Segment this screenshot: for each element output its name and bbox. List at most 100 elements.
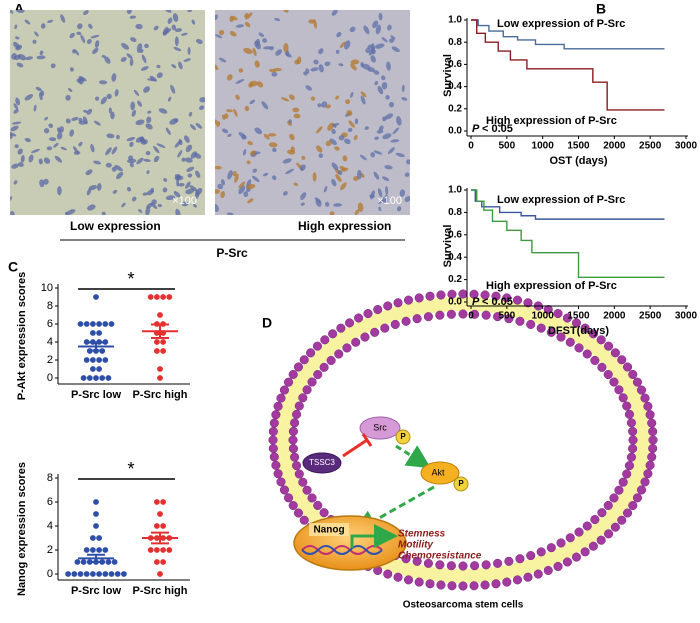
phospholipid-head [610,522,620,532]
nucleus [47,19,54,24]
nucleus [36,55,46,60]
significance: * [127,269,134,289]
phospholipid-head [423,312,433,322]
data-point [102,571,109,577]
y-tick-label: 0.0 [448,297,462,308]
nucleus [93,120,101,126]
nucleus [382,176,390,182]
nucleus [404,172,410,178]
phospholipid-head [597,362,607,372]
nucleus [130,101,136,111]
phospholipid-head [618,477,628,487]
nucleus [350,59,360,65]
nucleus [246,160,251,165]
nucleus [145,123,153,130]
phospholipid-head [276,477,286,487]
data-point [93,375,99,381]
nucleus [316,145,323,153]
nucleus [218,57,227,63]
data-point [90,547,96,553]
phospholipid-head [302,485,312,495]
nucleus [76,23,83,30]
nucleus [300,202,305,206]
nucleus [137,100,143,107]
phospho-label: P [458,479,464,488]
nucleus [234,173,239,183]
data-point [111,559,118,565]
phospholipid-head [290,452,300,462]
phospholipid-head [480,290,490,300]
y-tick-label: 2 [47,544,53,556]
nucleus [360,61,364,68]
phospholipid-head [574,343,584,353]
data-point [166,294,173,300]
nucleus [153,145,160,154]
nucleus [271,175,277,181]
nucleus [138,209,143,213]
nucleus [285,168,295,175]
phospholipid-head [562,557,572,567]
data-point [96,357,102,363]
nucleus [229,16,234,22]
nucleus [363,25,370,35]
phospholipid-head [480,580,490,590]
phospholipid-head [412,556,422,566]
nucleus [344,40,351,50]
nucleus [271,72,278,77]
nucleus [247,198,254,204]
y-tick-label: 6 [47,496,53,508]
phospholipid-head [574,527,584,537]
phospholipid-head [526,551,536,561]
nucleus [184,157,193,163]
phospholipid-head [571,552,582,562]
nucleus [235,24,244,28]
nucleus [48,123,54,128]
phospholipid-head [288,444,298,454]
nucleus [338,63,344,67]
nucleus [73,150,81,155]
nucleus [112,189,118,194]
x-tick-label: 1000 [532,311,555,322]
data-point [102,547,109,553]
magnification: ×100 [172,195,197,207]
nucleus [101,211,106,215]
nucleus [167,17,173,24]
nucleus [105,162,112,168]
nucleus [292,107,300,113]
significance: * [127,459,134,479]
phospholipid-head [647,418,657,428]
nucleus [215,189,221,194]
high-label: High expression [298,219,391,233]
nucleus [215,14,218,21]
nucleus [175,208,181,215]
phospho [395,429,411,445]
nucleus [44,116,49,121]
nucleus [126,10,132,15]
nucleus [241,134,247,140]
x-tick-label: P-Src high [132,585,187,597]
nucleus [164,10,172,13]
nucleus [188,111,193,117]
nucleus [288,119,292,124]
nucleus [318,153,324,158]
phospholipid-head [636,485,647,495]
nucleus [184,135,190,143]
x-tick-label: P-Src low [71,389,122,401]
nucleus [244,21,251,28]
x-tick-label: 0 [468,141,474,152]
y-tick-label: 8 [47,300,53,312]
nucleus [15,44,23,51]
nucleus [381,75,386,81]
nucleus [373,70,380,75]
nucleus [354,118,359,125]
nucleus [53,142,59,148]
nucleus [336,31,342,38]
nucleus [284,52,292,58]
nucleus [344,138,351,145]
nucleus [335,95,340,100]
nucleus [374,136,379,140]
phospholipid-head [288,500,298,511]
nucleus [57,186,62,196]
nucleus [189,124,196,130]
